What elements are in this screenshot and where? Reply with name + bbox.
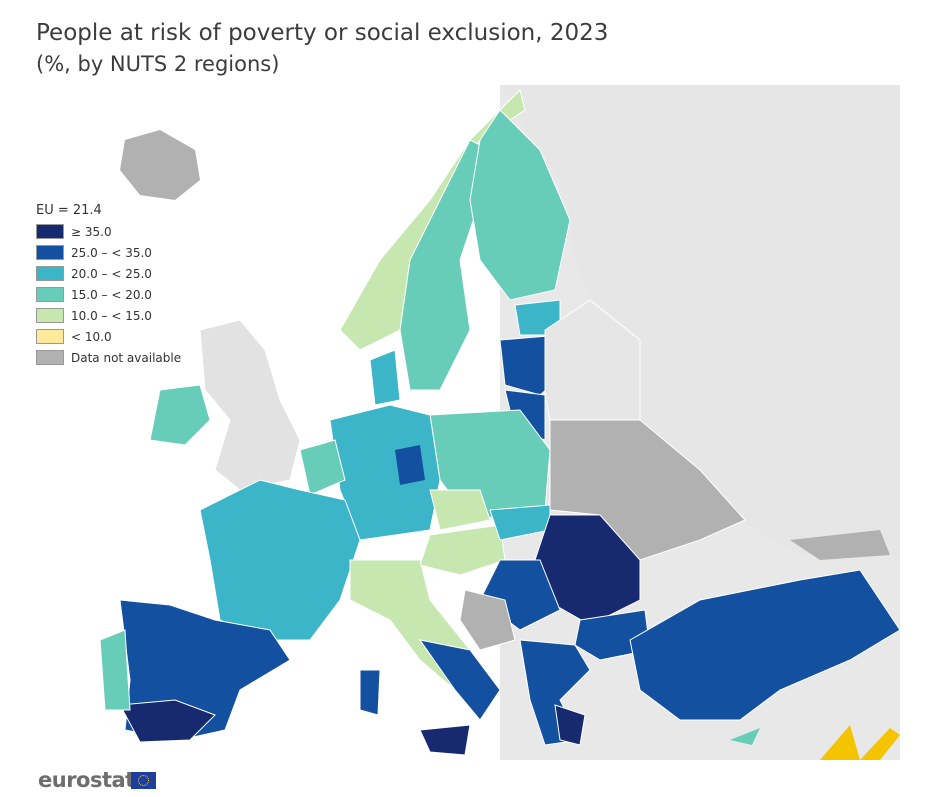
region-iceland — [120, 130, 200, 200]
legend-item: ≥ 35.0 — [36, 221, 181, 242]
legend-item: 25.0 – < 35.0 — [36, 242, 181, 263]
legend-swatch — [36, 266, 64, 281]
eurostat-logo: eurostat — [38, 768, 135, 792]
region-italy-south — [418, 639, 501, 721]
region-ukraine — [549, 419, 746, 561]
region-andalusia — [119, 699, 216, 743]
region-benelux — [299, 439, 346, 496]
region-turkey — [629, 569, 901, 721]
legend-label: 10.0 – < 15.0 — [71, 308, 152, 323]
legend-swatch — [36, 224, 64, 239]
region-germany-east — [395, 445, 425, 485]
region-sardinia — [359, 669, 381, 716]
region-denmark — [369, 349, 401, 406]
map-title: People at risk of poverty or social excl… — [36, 20, 609, 46]
map-subtitle: (%, by NUTS 2 regions) — [36, 52, 280, 76]
legend-label: ≥ 35.0 — [71, 224, 112, 239]
eurostat-decoration — [820, 725, 900, 760]
legend-item: 15.0 – < 20.0 — [36, 284, 181, 305]
region-greece-south — [554, 704, 586, 746]
legend-swatch — [36, 245, 64, 260]
region-ireland — [149, 384, 211, 446]
eu-flag-icon — [131, 772, 156, 789]
legend-swatch — [36, 308, 64, 323]
legend-item: Data not available — [36, 347, 181, 368]
region-portugal — [99, 629, 131, 711]
region-bosnia — [459, 589, 516, 651]
russia-region — [500, 85, 900, 560]
legend-label: < 10.0 — [71, 329, 112, 344]
region-austria-hungary — [419, 524, 506, 576]
legend-eu-value: EU = 21.4 — [36, 203, 102, 218]
region-sicily — [419, 724, 471, 756]
legend-swatch — [36, 350, 64, 365]
region-czechia — [429, 489, 491, 531]
legend-item: < 10.0 — [36, 326, 181, 347]
legend: EU = 21.4 ≥ 35.0 25.0 – < 35.0 20.0 – < 25… — [36, 203, 181, 368]
legend-item: 20.0 – < 25.0 — [36, 263, 181, 284]
region-finland — [469, 109, 571, 301]
legend-swatch — [36, 287, 64, 302]
legend-label: Data not available — [71, 350, 182, 365]
region-belarus — [544, 299, 641, 421]
region-uk — [199, 319, 301, 491]
region-georgia — [790, 530, 890, 560]
legend-item: 10.0 – < 15.0 — [36, 305, 181, 326]
region-cyprus — [730, 728, 760, 745]
legend-swatch — [36, 329, 64, 344]
legend-label: 25.0 – < 35.0 — [71, 245, 152, 260]
region-france — [199, 479, 361, 641]
legend-label: 15.0 – < 20.0 — [71, 287, 152, 302]
legend-label: 20.0 – < 25.0 — [71, 266, 152, 281]
